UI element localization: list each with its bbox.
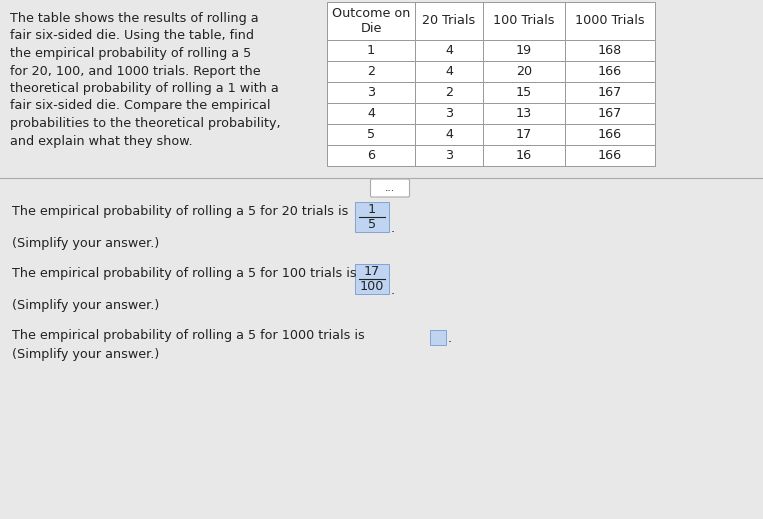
Text: The empirical probability of rolling a 5 for 20 trials is: The empirical probability of rolling a 5… [12,205,349,218]
Bar [327,124,415,145]
Text: 100 Trials: 100 Trials [493,15,555,28]
Text: 2: 2 [367,65,375,78]
Text: .: . [448,332,452,345]
Text: 1: 1 [368,203,376,216]
Text: .: . [391,222,395,235]
Text: The table shows the results of rolling a: The table shows the results of rolling a [10,12,259,25]
Text: 5: 5 [368,218,376,231]
Text: fair six-sided die. Using the table, find: fair six-sided die. Using the table, fin… [10,30,254,43]
Text: 166: 166 [598,65,622,78]
Bar [327,2,415,40]
Text: theoretical probability of rolling a 1 with a: theoretical probability of rolling a 1 w… [10,82,278,95]
Bar [565,82,655,103]
Text: (Simplify your answer.): (Simplify your answer.) [12,299,159,312]
Bar [327,61,415,82]
Text: 3: 3 [367,86,375,99]
Text: 20: 20 [516,65,532,78]
Text: ...: ... [385,183,395,193]
Text: 167: 167 [598,86,622,99]
Bar [415,61,483,82]
Bar [483,82,565,103]
Text: and explain what they show.: and explain what they show. [10,134,192,147]
Bar [415,103,483,124]
Bar [327,103,415,124]
Bar [565,2,655,40]
Bar [415,124,483,145]
Text: 17: 17 [364,265,380,278]
Bar [565,40,655,61]
Bar [327,40,415,61]
Text: 2: 2 [445,86,453,99]
Text: 5: 5 [367,128,375,141]
Bar [565,124,655,145]
FancyBboxPatch shape [371,179,410,197]
Text: 6: 6 [367,149,375,162]
Text: .: . [391,284,395,297]
Text: 100: 100 [360,280,385,293]
Text: 3: 3 [445,149,453,162]
Bar [327,82,415,103]
Text: 1: 1 [367,44,375,57]
Bar [565,61,655,82]
Bar [355,264,389,294]
Bar [415,82,483,103]
Bar [483,145,565,166]
Text: 166: 166 [598,149,622,162]
Bar [483,2,565,40]
Text: (Simplify your answer.): (Simplify your answer.) [12,237,159,250]
Bar [327,145,415,166]
Text: Outcome on
Die: Outcome on Die [332,7,410,35]
Text: 20 Trials: 20 Trials [423,15,475,28]
Bar [415,145,483,166]
Text: 19: 19 [516,44,532,57]
Text: 166: 166 [598,128,622,141]
Bar [565,103,655,124]
Text: The empirical probability of rolling a 5 for 1000 trials is: The empirical probability of rolling a 5… [12,329,365,342]
Text: 4: 4 [445,44,453,57]
Text: fair six-sided die. Compare the empirical: fair six-sided die. Compare the empirica… [10,100,271,113]
Bar [415,2,483,40]
Text: 4: 4 [445,65,453,78]
Bar [483,124,565,145]
Text: 4: 4 [367,107,375,120]
Text: 168: 168 [598,44,622,57]
Text: The empirical probability of rolling a 5 for 100 trials is: The empirical probability of rolling a 5… [12,267,356,280]
Text: 1000 Trials: 1000 Trials [575,15,645,28]
Bar [415,40,483,61]
Text: 13: 13 [516,107,532,120]
Text: 167: 167 [598,107,622,120]
Bar [483,103,565,124]
Bar [483,61,565,82]
Bar [430,330,446,345]
Text: 17: 17 [516,128,532,141]
Text: 16: 16 [516,149,532,162]
Bar [483,40,565,61]
Bar [355,202,389,232]
Text: (Simplify your answer.): (Simplify your answer.) [12,348,159,361]
Text: for 20, 100, and 1000 trials. Report the: for 20, 100, and 1000 trials. Report the [10,64,261,77]
Text: the empirical probability of rolling a 5: the empirical probability of rolling a 5 [10,47,251,60]
Text: probabilities to the theoretical probability,: probabilities to the theoretical probabi… [10,117,281,130]
Text: 4: 4 [445,128,453,141]
Bar [565,145,655,166]
Text: 3: 3 [445,107,453,120]
Text: 15: 15 [516,86,532,99]
